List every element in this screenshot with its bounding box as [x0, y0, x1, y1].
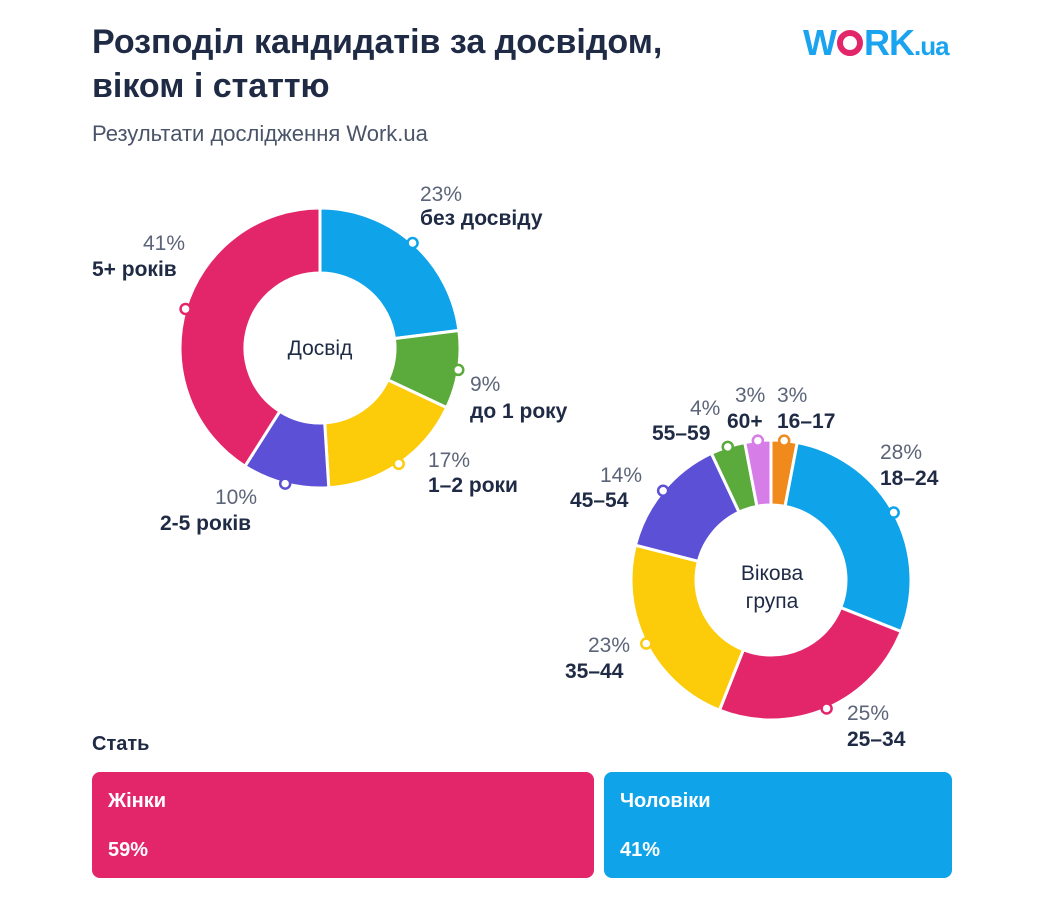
- age-marker-4: [656, 484, 670, 498]
- experience-slice-0: [318, 206, 461, 341]
- age-pct-4: 14%: [600, 464, 643, 487]
- age-label-3: 35–44: [565, 660, 624, 683]
- age-marker-2: [820, 702, 833, 715]
- page-subtitle: Результати дослідження Work.ua: [92, 121, 428, 146]
- age-slice-3: [629, 543, 746, 713]
- gender-women-label: Жінки: [108, 790, 167, 812]
- gender-bar-women: Жінки 59%: [92, 772, 594, 878]
- gender-men-label: Чоловіки: [620, 790, 711, 812]
- workua-logo: W RK .ua: [803, 22, 950, 64]
- gender-bar-men: Чоловіки 41%: [604, 772, 952, 878]
- age-pct-3: 23%: [588, 634, 631, 657]
- experience-marker-1: [452, 363, 465, 377]
- age-slice-1: [783, 440, 913, 634]
- logo-o-icon: [836, 30, 863, 56]
- age-label-5: 55–59: [652, 422, 711, 445]
- experience-marker-3: [278, 477, 292, 490]
- experience-slice-4: [178, 206, 322, 469]
- exp-label-4: 5+ років: [92, 258, 177, 281]
- age-pct-6: 3%: [735, 384, 766, 407]
- title-line-1: Розподіл кандидатів за досвідом,: [92, 23, 663, 61]
- age-pct-2: 25%: [847, 702, 890, 725]
- exp-pct-3: 10%: [215, 486, 258, 509]
- exp-pct-0: 23%: [420, 183, 463, 206]
- experience-marker-4: [179, 302, 192, 316]
- exp-label-1: до 1 року: [470, 400, 568, 423]
- age-marker-1: [887, 506, 900, 519]
- age-center-line-2: група: [745, 590, 799, 613]
- age-label-1: 18–24: [880, 467, 939, 490]
- age-label-2: 25–34: [847, 728, 906, 751]
- exp-pct-2: 17%: [428, 449, 471, 472]
- age-pct-1: 28%: [880, 441, 923, 464]
- logo-text-left: W: [803, 22, 837, 63]
- age-center-label: Вікова група: [692, 560, 852, 616]
- exp-label-0: без досвіду: [420, 207, 543, 230]
- age-marker-5: [721, 440, 734, 454]
- gender-men-value: 41%: [620, 839, 661, 861]
- title-line-2: віком і статтю: [92, 67, 330, 105]
- age-pct-0: 3%: [777, 384, 808, 407]
- experience-center-label: Досвід: [287, 337, 353, 360]
- experience-marker-0: [406, 236, 419, 250]
- page-title: Розподіл кандидатів за досвідом, віком і…: [92, 20, 732, 108]
- age-marker-6: [751, 434, 765, 447]
- exp-label-2: 1–2 роки: [428, 474, 518, 497]
- experience-marker-2: [392, 457, 405, 471]
- logo-suffix: .ua: [913, 31, 950, 61]
- exp-label-3: 2-5 років: [160, 512, 252, 535]
- age-slice-2: [717, 605, 904, 722]
- age-label-4: 45–54: [570, 489, 629, 512]
- age-marker-0: [777, 434, 791, 447]
- exp-pct-4: 41%: [143, 232, 186, 255]
- exp-pct-1: 9%: [470, 373, 501, 396]
- age-center-line-1: Вікова: [740, 562, 804, 585]
- age-label-0: 16–17: [777, 410, 836, 433]
- age-pct-5: 4%: [690, 397, 721, 420]
- age-label-6: 60+: [727, 410, 763, 433]
- gender-section-title: Стать: [92, 733, 150, 755]
- logo-text-right: RK: [863, 22, 915, 63]
- age-marker-3: [640, 637, 653, 650]
- gender-women-value: 59%: [108, 839, 149, 861]
